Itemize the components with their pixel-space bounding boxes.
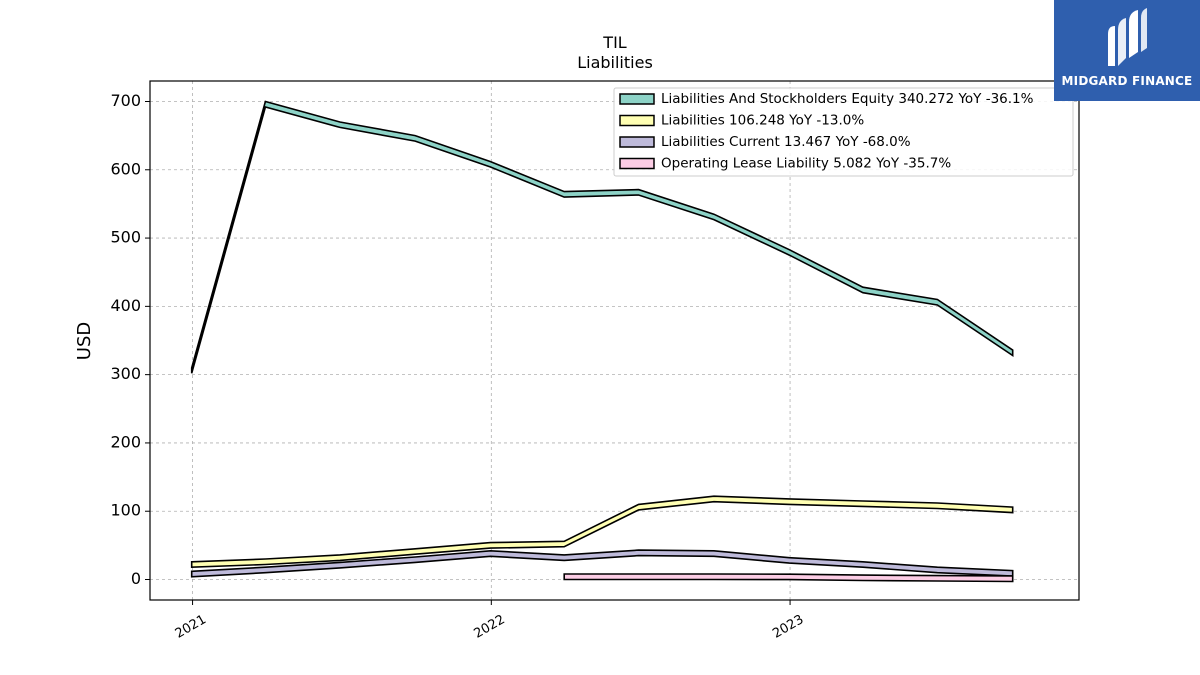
y-tick-label: 500 — [110, 228, 141, 247]
y-tick-label: 100 — [110, 501, 141, 520]
y-axis-label: USD — [74, 322, 95, 360]
midgard-logo-icon — [1108, 8, 1147, 66]
series-operating-lease-liability — [563, 573, 1014, 583]
chart-subtitle: Liabilities — [577, 53, 653, 72]
series-band — [190, 549, 1014, 578]
x-tick-label: 2022 — [471, 612, 507, 642]
legend-entry: Liabilities And Stockholders Equity 340.… — [661, 91, 1034, 107]
series-liabilities-and-stockholders-equity — [190, 100, 1014, 374]
y-tick-label: 0 — [131, 569, 141, 588]
y-tick-label: 200 — [110, 432, 141, 451]
y-tick-label: 600 — [110, 159, 141, 178]
series-band — [190, 100, 1014, 374]
series-band — [563, 573, 1014, 583]
series-liabilities — [190, 495, 1014, 569]
y-tick-label: 700 — [110, 91, 141, 110]
x-tick-label: 2021 — [173, 612, 209, 642]
legend-swatch — [619, 157, 655, 170]
series-layer — [190, 100, 1014, 583]
y-tick-label: 400 — [110, 296, 141, 315]
legend-swatch — [619, 136, 655, 148]
legend-entry: Liabilities 106.248 YoY -13.0% — [661, 113, 864, 129]
plot-frame — [149, 80, 1080, 601]
y-axis: 0 100 200 300 400 500 600 700 — [110, 91, 150, 588]
midgard-finance-logo: MIDGARD FINANCE — [1054, 0, 1200, 101]
legend-swatch — [619, 93, 655, 105]
chart-title: TIL — [602, 33, 626, 52]
series-liabilities-current — [190, 549, 1014, 578]
y-tick-label: 300 — [110, 364, 141, 383]
legend-entry: Operating Lease Liability 5.082 YoY -35.… — [661, 156, 951, 172]
logo-text: MIDGARD FINANCE — [1061, 74, 1193, 88]
series-band — [190, 495, 1014, 569]
legend-swatch — [619, 114, 655, 127]
x-tick-label: 2023 — [770, 612, 806, 642]
legend: Liabilities And Stockholders Equity 340.… — [613, 87, 1074, 177]
x-axis: 2021 2022 2023 — [173, 600, 806, 642]
legend-entry: Liabilities Current 13.467 YoY -68.0% — [661, 134, 911, 150]
legend-box — [613, 87, 1074, 177]
